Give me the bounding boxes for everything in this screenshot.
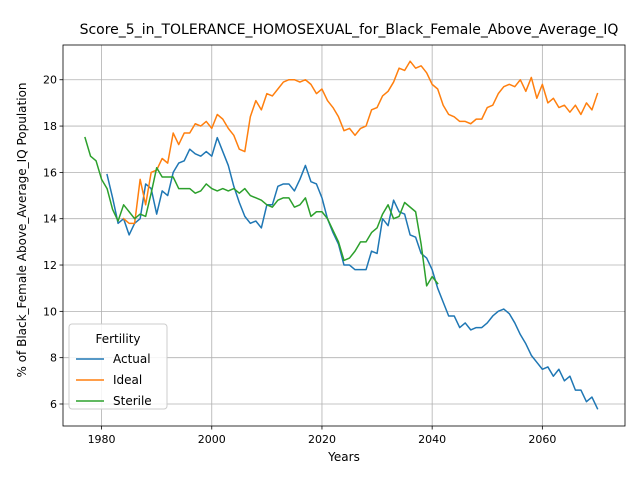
y-tick-label: 10 xyxy=(43,305,57,318)
series-lines xyxy=(84,60,599,410)
legend: Fertility Actual Ideal Sterile xyxy=(68,323,168,410)
y-tick-label: 14 xyxy=(43,213,57,226)
legend-title: Fertility xyxy=(95,332,140,346)
x-axis: 1980 2000 2020 2040 2060 xyxy=(88,426,556,446)
y-tick-label: 16 xyxy=(43,166,57,179)
legend-label-sterile: Sterile xyxy=(113,394,152,408)
legend-label-ideal: Ideal xyxy=(113,373,142,387)
grid-lines xyxy=(63,45,625,426)
legend-items: Actual Ideal Sterile xyxy=(76,352,152,408)
y-axis-label: % of Black_Female Above_Average_IQ Popul… xyxy=(15,82,29,377)
y-tick-label: 8 xyxy=(50,352,57,365)
x-axis-label: Years xyxy=(327,450,360,464)
plot-frame xyxy=(62,44,626,427)
series-line-ideal xyxy=(122,60,599,225)
x-tick-label: 2060 xyxy=(528,433,556,446)
y-axis: 6 8 10 12 14 16 18 20 xyxy=(43,74,63,411)
y-tick-label: 18 xyxy=(43,120,57,133)
legend-box xyxy=(68,323,168,410)
chart-title: Score_5_in_TOLERANCE_HOMOSEXUAL_for_Blac… xyxy=(80,22,619,38)
legend-label-actual: Actual xyxy=(113,352,151,366)
x-tick-label: 2000 xyxy=(198,433,226,446)
x-tick-label: 2020 xyxy=(308,433,336,446)
series-line-actual xyxy=(106,136,599,410)
x-tick-label: 1980 xyxy=(88,433,116,446)
series-line-sterile xyxy=(84,136,439,287)
y-tick-label: 20 xyxy=(43,74,57,87)
y-tick-label: 12 xyxy=(43,259,57,272)
y-tick-label: 6 xyxy=(50,398,57,411)
x-tick-label: 2040 xyxy=(418,433,446,446)
